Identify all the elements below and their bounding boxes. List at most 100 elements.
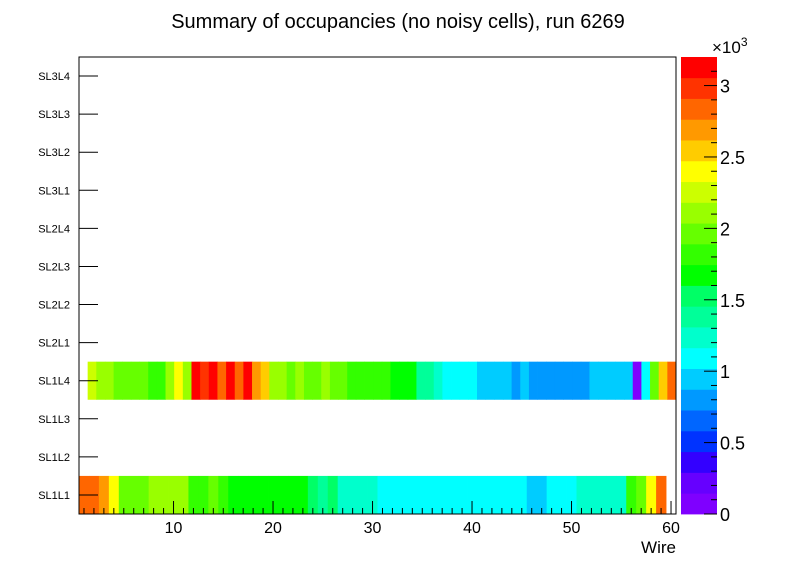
y-tick-label: SL2L2 bbox=[38, 300, 70, 312]
heatmap-cell bbox=[156, 361, 166, 400]
heatmap-cell bbox=[427, 475, 438, 514]
palette-segment bbox=[681, 57, 717, 79]
y-tick-label: SL3L2 bbox=[38, 147, 70, 159]
y-tick-label: SL1L4 bbox=[38, 376, 70, 388]
heatmap-cell bbox=[496, 475, 508, 514]
x-tick-label: 20 bbox=[264, 520, 282, 537]
heatmap-cell bbox=[286, 361, 296, 400]
heatmap-cell bbox=[98, 475, 110, 514]
heatmap-cell bbox=[554, 361, 564, 400]
heatmap-cell bbox=[228, 475, 239, 514]
heatmap-cell bbox=[130, 361, 140, 400]
heatmap-cell bbox=[606, 475, 617, 514]
heatmap-cell bbox=[108, 475, 120, 514]
heatmap-cell bbox=[477, 475, 488, 514]
heatmap-cells bbox=[79, 361, 677, 514]
y-tick-label: SL2L4 bbox=[38, 223, 70, 235]
heatmap-cell bbox=[598, 361, 608, 400]
heatmap-cell bbox=[191, 361, 201, 400]
heatmap-cell bbox=[297, 475, 309, 514]
heatmap-cell bbox=[433, 361, 443, 400]
x-axis: 10 20 30 40 50 60 bbox=[83, 501, 680, 537]
heatmap-cell bbox=[416, 361, 426, 400]
palette-segment bbox=[681, 140, 717, 162]
heatmap-cell bbox=[198, 475, 209, 514]
heatmap-cell bbox=[615, 361, 625, 400]
x-tick-label: 40 bbox=[463, 520, 481, 537]
heatmap-cell bbox=[364, 361, 374, 400]
palette-segment bbox=[681, 285, 717, 307]
heatmap-cell bbox=[287, 475, 299, 514]
heatmap-cell bbox=[451, 361, 461, 400]
heatmap-cell bbox=[528, 361, 538, 400]
heatmap-cell bbox=[606, 361, 616, 400]
heatmap-cell bbox=[626, 475, 637, 514]
heatmap-cell bbox=[312, 361, 322, 400]
heatmap-cell bbox=[122, 361, 132, 400]
palette-segment bbox=[681, 389, 717, 411]
heatmap-cell bbox=[658, 361, 668, 400]
z-tick-label: 3 bbox=[720, 77, 730, 97]
z-exponent-label: ×103 bbox=[712, 35, 748, 57]
heatmap-cell bbox=[447, 475, 458, 514]
heatmap-cell bbox=[208, 475, 219, 514]
heatmap-cell bbox=[506, 475, 518, 514]
x-tick-label: 10 bbox=[165, 520, 183, 537]
heatmap-cell bbox=[556, 475, 567, 514]
y-tick-label: SL3L4 bbox=[38, 71, 70, 83]
heatmap-cell bbox=[536, 475, 548, 514]
palette-segment bbox=[681, 181, 717, 203]
heatmap-cell bbox=[158, 475, 169, 514]
heatmap-cell bbox=[468, 361, 478, 400]
heatmap-cell bbox=[138, 475, 150, 514]
palette-segment bbox=[681, 202, 717, 224]
z-tick-label: 2.5 bbox=[720, 148, 745, 168]
color-palette bbox=[681, 57, 717, 515]
y-tick-label: SL1L1 bbox=[38, 490, 70, 502]
z-tick-label: 1.5 bbox=[720, 291, 745, 311]
heatmap-cell bbox=[650, 361, 660, 400]
heatmap-cell bbox=[546, 475, 557, 514]
heatmap-cell bbox=[168, 475, 179, 514]
heatmap-cell bbox=[636, 475, 647, 514]
heatmap-cell bbox=[399, 361, 409, 400]
heatmap-cell bbox=[576, 475, 587, 514]
heatmap-cell bbox=[139, 361, 149, 400]
heatmap-cell bbox=[329, 361, 339, 400]
heatmap-cell bbox=[390, 361, 400, 400]
heatmap-cell bbox=[278, 475, 289, 514]
heatmap-cell bbox=[188, 475, 199, 514]
heatmap-cell bbox=[511, 361, 521, 400]
heatmap-cell bbox=[646, 475, 657, 514]
y-tick-label: SL3L3 bbox=[38, 109, 70, 121]
heatmap-cell bbox=[327, 475, 339, 514]
heatmap-cell bbox=[268, 475, 279, 514]
heatmap-cell bbox=[148, 361, 158, 400]
heatmap-cell bbox=[295, 361, 305, 400]
heatmap-cell bbox=[502, 361, 513, 400]
heatmap-cell bbox=[520, 361, 530, 400]
heatmap-cell bbox=[467, 475, 478, 514]
heatmap-cell bbox=[387, 475, 398, 514]
heatmap-cell bbox=[234, 361, 244, 400]
heatmap-cell bbox=[407, 475, 418, 514]
x-tick-label: 30 bbox=[364, 520, 382, 537]
palette-segment bbox=[681, 430, 717, 453]
heatmap-cell bbox=[526, 475, 538, 514]
heatmap-cell bbox=[303, 361, 314, 400]
z-multiplier: ×10 bbox=[712, 38, 741, 57]
y-axis: SL1L1 SL1L2 SL1L3 SL1L4 SL2L1 SL2L2 SL2L3 SL2L4… bbox=[38, 71, 98, 502]
z-exponent: 3 bbox=[741, 35, 748, 49]
heatmap-cell bbox=[381, 361, 391, 400]
x-axis-label: Wire bbox=[641, 538, 676, 557]
palette-segment bbox=[681, 119, 717, 141]
heatmap-cell bbox=[516, 475, 528, 514]
heatmap-cell bbox=[200, 361, 210, 400]
heatmap-cell bbox=[238, 475, 249, 514]
heatmap-cell bbox=[572, 361, 582, 400]
heatmap-cell bbox=[580, 361, 590, 400]
y-tick-label: SL1L3 bbox=[38, 414, 70, 426]
palette-segment bbox=[681, 306, 717, 328]
heatmap-cell bbox=[367, 475, 378, 514]
